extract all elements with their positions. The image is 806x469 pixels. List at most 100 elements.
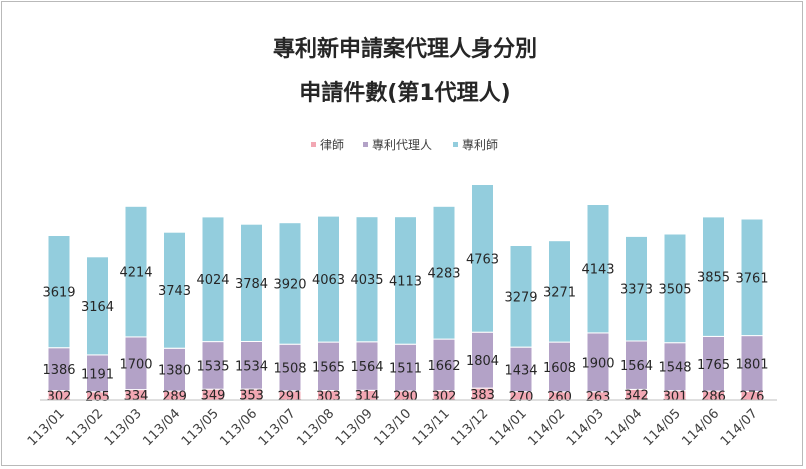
bar-column-114-07: 276 1801 3761 [735,218,769,405]
data-label-patent-agent: 1765 [697,358,730,373]
x-tick-label: 114/03 [564,406,607,449]
data-label-lawyer: 302 [432,389,457,404]
bar-column-113-07: 291 1508 3920 [273,222,307,405]
data-label-patent-attorney: 3761 [735,271,768,286]
data-label-patent-agent: 1535 [196,359,229,374]
data-label-lawyer: 263 [586,390,611,405]
bar-segment-patent-attorney [663,233,687,344]
data-label-patent-attorney: 4283 [427,267,460,282]
bar-column-113-03: 334 1700 4214 [119,205,153,404]
data-label-lawyer: 289 [162,390,187,405]
data-label-patent-attorney: 4035 [350,273,383,288]
bar-segment-patent-attorney [240,223,263,342]
data-label-patent-attorney: 3279 [504,290,537,305]
data-label-lawyer: 334 [124,389,149,404]
legend-label-lawyer: 律師 [320,138,344,152]
bar-segment-patent-attorney [548,240,571,343]
data-label-patent-attorney: 3373 [620,283,653,298]
x-tick-label: 113/04 [140,406,183,449]
bar-column-113-02: 265 1191 3164 [81,256,114,405]
data-label-patent-agent: 1608 [543,361,576,376]
bar-segment-patent-attorney [394,216,417,345]
data-label-patent-agent: 1564 [620,359,653,374]
bar-segment-patent-attorney [124,205,148,338]
bar-column-113-01: 302 1386 3619 [42,235,76,404]
data-label-lawyer: 270 [509,390,534,405]
data-label-patent-agent: 1508 [273,362,306,377]
data-label-patent-agent: 1386 [42,363,75,378]
data-label-patent-agent: 1534 [235,359,268,374]
data-label-patent-agent: 1380 [158,364,191,379]
legend-item-patent-agent: 專利代理人 [363,138,432,152]
x-tick-label: 113/09 [333,406,376,449]
legend-swatch-lawyer [311,142,316,147]
bar-column-114-02: 260 1608 3271 [543,240,576,405]
data-label-lawyer: 342 [624,389,649,404]
data-label-patent-agent: 1565 [312,360,345,375]
bar-segment-patent-attorney [471,184,494,333]
bar-segment-patent-attorney [586,204,610,334]
data-label-patent-agent: 1801 [735,358,768,373]
data-label-patent-attorney: 4214 [119,266,152,281]
legend-item-lawyer: 律師 [311,138,344,152]
bar-column-113-05: 349 1535 4024 [196,216,230,404]
data-label-lawyer: 302 [47,389,72,404]
x-tick-label: 113/03 [102,406,145,449]
x-tick-label: 114/07 [718,406,761,449]
data-label-lawyer: 276 [740,390,765,405]
data-label-patent-attorney: 3505 [658,282,691,297]
bar-segment-patent-attorney [432,205,456,340]
x-tick-label: 113/02 [63,406,106,449]
data-label-patent-attorney: 4063 [312,273,345,288]
x-tick-label: 113/10 [371,406,414,449]
legend: 律師 專利代理人 專利師 [311,138,498,152]
bar-segment-patent-attorney [317,215,340,343]
data-label-patent-agent: 1662 [427,359,460,374]
data-label-patent-attorney: 3164 [81,300,114,315]
data-label-lawyer: 383 [470,388,495,403]
x-tick-label: 114/06 [679,406,722,449]
data-label-patent-attorney: 4143 [581,263,614,278]
bar-column-114-06: 286 1765 3855 [697,216,730,405]
data-label-patent-attorney: 3855 [697,271,730,286]
bar-column-114-05: 301 1548 3505 [658,233,692,404]
x-tick-label: 113/05 [179,406,222,449]
data-label-patent-attorney: 3784 [235,277,268,292]
data-label-patent-attorney: 3271 [543,285,576,300]
bar-column-113-04: 289 1380 3743 [158,231,191,405]
x-tick-label: 113/01 [25,406,68,449]
x-tick-label: 113/08 [294,406,337,449]
data-label-lawyer: 349 [201,389,226,404]
data-label-patent-agent: 1564 [350,360,383,375]
bar-column-113-06: 353 1534 3784 [235,223,268,404]
chart-title-line-2: 申請件數(第1代理人) [299,80,510,106]
bar-column-113-12: 383 1804 4763 [466,184,499,403]
x-tick-label: 114/05 [641,406,684,449]
x-tick-label: 114/02 [525,406,568,449]
bar-segment-patent-attorney [625,235,648,342]
x-tick-label: 114/01 [487,406,530,449]
data-label-lawyer: 303 [316,389,341,404]
bar-column-114-03: 263 1900 4143 [581,204,615,405]
x-tick-label: 113/11 [410,406,453,449]
data-label-lawyer: 286 [701,390,726,405]
bar-segment-patent-attorney [47,235,71,349]
bar-segment-patent-attorney [86,256,109,356]
data-label-patent-attorney: 4024 [196,273,229,288]
x-tick-label: 113/06 [217,406,260,449]
bar-column-114-04: 342 1564 3373 [620,235,653,404]
data-label-patent-attorney: 3920 [273,278,306,293]
bar-segment-patent-attorney [278,222,302,345]
bar-column-114-01: 270 1434 3279 [504,245,538,405]
data-label-patent-agent: 1804 [466,354,499,369]
data-label-patent-agent: 1700 [119,357,152,372]
bar-segment-patent-attorney [163,231,186,349]
chart-title-line-1: 專利新申請案代理人身分別 [273,36,537,62]
legend-swatch-patent-agent [363,142,368,147]
data-label-patent-attorney: 4113 [389,274,422,289]
bar-column-113-08: 303 1565 4063 [312,215,345,404]
x-tick-label: 113/12 [448,406,491,449]
